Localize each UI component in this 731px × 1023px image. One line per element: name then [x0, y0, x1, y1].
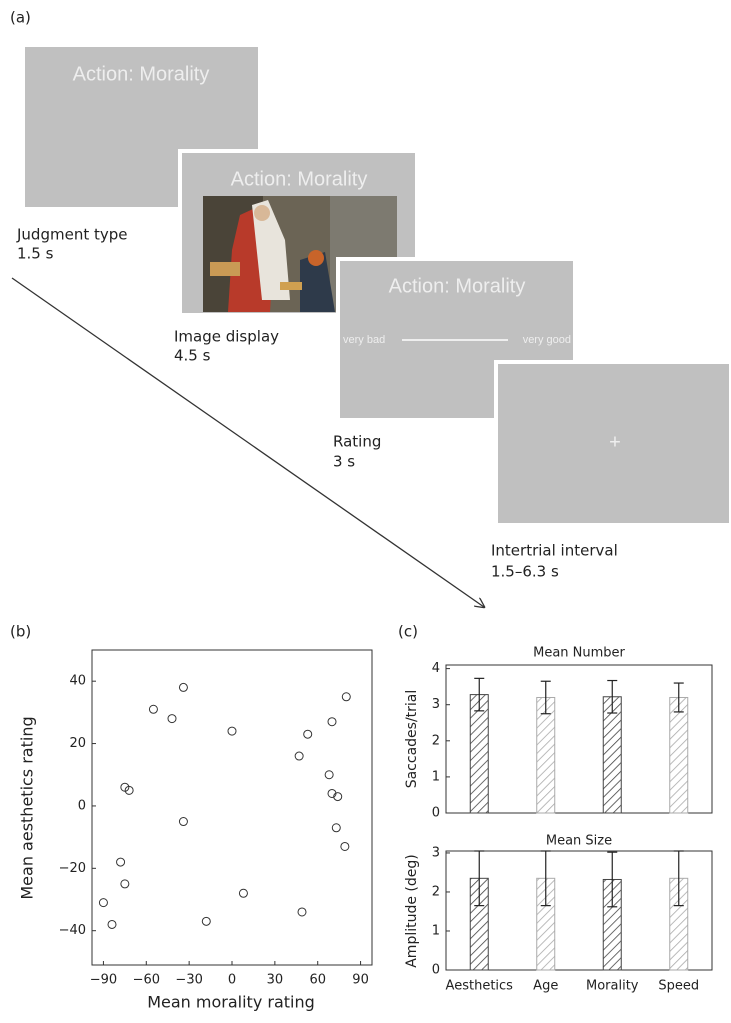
- y-tick-label: 40: [69, 674, 86, 689]
- y-tick-label: −20: [59, 861, 86, 876]
- bar: [470, 695, 488, 813]
- x-tick-label: 90: [352, 973, 369, 988]
- panel-label: (b): [10, 623, 31, 641]
- y-tick-label: 1: [432, 769, 440, 784]
- x-tick-label: −30: [175, 973, 202, 988]
- x-tick-label: 30: [267, 973, 284, 988]
- point: [99, 899, 107, 907]
- stage-name: Image display: [174, 328, 279, 346]
- stage-name: Rating: [333, 433, 381, 451]
- panel-label: (a): [10, 9, 31, 27]
- chart-title: Mean Number: [533, 646, 625, 661]
- x-tick-label: 60: [309, 973, 326, 988]
- plot-frame: [92, 650, 372, 965]
- y-tick-label: 3: [432, 845, 440, 860]
- figure: (a) (b) (c) Action: Morality Action: Mor…: [0, 0, 731, 1023]
- screen-title: Action: Morality: [73, 63, 210, 85]
- scale-label: very good: [523, 334, 571, 346]
- point: [202, 917, 210, 925]
- point: [325, 771, 333, 779]
- y-axis-label: Saccades/trial: [404, 690, 420, 789]
- stage-duration: 3 s: [333, 453, 355, 471]
- chart-title: Mean Size: [546, 834, 612, 849]
- x-tick-label: −60: [133, 973, 160, 988]
- y-tick-label: 20: [69, 736, 86, 751]
- stage-duration: 1.5–6.3 s: [491, 563, 559, 581]
- y-tick-label: 3: [432, 697, 440, 712]
- point: [332, 824, 340, 832]
- point: [295, 752, 303, 760]
- screen-title: Action: Morality: [389, 275, 526, 297]
- screen: +: [496, 362, 731, 525]
- y-axis-label: Mean aesthetics rating: [18, 716, 37, 899]
- x-tick-label: Speed: [658, 979, 699, 994]
- x-tick-label: −90: [90, 973, 117, 988]
- stage-name: Intertrial interval: [491, 542, 618, 560]
- fixation-cross: +: [609, 431, 621, 453]
- x-tick-label: 0: [228, 973, 236, 988]
- scale-label: very bad: [343, 334, 385, 346]
- point: [298, 908, 306, 916]
- point: [304, 730, 312, 738]
- stage-name: Judgment type: [16, 226, 127, 244]
- y-tick-label: 2: [432, 733, 440, 748]
- screen-title: Action: Morality: [231, 168, 368, 190]
- point: [228, 727, 236, 735]
- point: [168, 715, 176, 723]
- point: [121, 880, 129, 888]
- stage-duration: 1.5 s: [17, 245, 54, 263]
- y-tick-label: 1: [432, 923, 440, 938]
- stage-duration: 4.5 s: [174, 347, 211, 365]
- point: [342, 693, 350, 701]
- y-tick-label: 2: [432, 884, 440, 899]
- x-axis-label: Mean morality rating: [147, 993, 315, 1012]
- y-tick-label: 0: [78, 798, 86, 813]
- point: [149, 705, 157, 713]
- x-tick-label: Age: [533, 979, 558, 994]
- point: [179, 683, 187, 691]
- y-tick-label: −40: [59, 923, 86, 938]
- point: [179, 818, 187, 826]
- bar: [670, 697, 688, 813]
- panel-label: (c): [398, 623, 418, 641]
- point: [341, 842, 349, 850]
- point: [328, 718, 336, 726]
- x-tick-label: Aesthetics: [446, 979, 514, 994]
- point: [239, 889, 247, 897]
- y-axis-label: Amplitude (deg): [404, 854, 420, 968]
- point: [108, 920, 116, 928]
- bar: [537, 697, 555, 813]
- x-tick-label: Morality: [586, 979, 639, 994]
- y-tick-label: 0: [432, 806, 440, 821]
- bar: [603, 697, 621, 813]
- y-tick-label: 0: [432, 963, 440, 978]
- y-tick-label: 4: [432, 661, 440, 676]
- point: [117, 858, 125, 866]
